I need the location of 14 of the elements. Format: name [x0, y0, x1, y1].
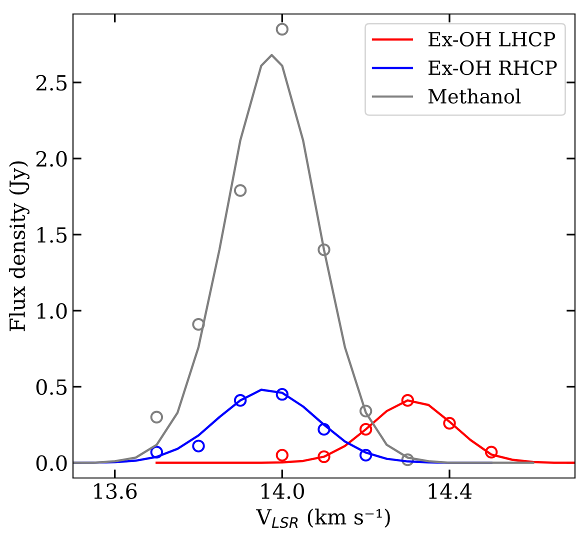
x-axis-title: V$_{LSR}$ (km s⁻¹)	[256, 508, 390, 528]
legend-label: Ex-OH LHCP	[428, 32, 556, 47]
y-tick-label: 0.0	[36, 455, 67, 471]
legend-label: Methanol	[428, 88, 521, 104]
x-tick-label: 14.4	[428, 483, 472, 499]
y-tick-label: 1.5	[38, 227, 67, 243]
y-axis-title: Flux density (Jy)	[8, 161, 30, 332]
y-tick-label: 0.5	[36, 379, 67, 395]
x-tick-label: 14.0	[262, 483, 304, 499]
x-tick-label: 13.6	[94, 483, 137, 499]
y-tick-label: 1.0	[38, 303, 67, 319]
y-tick-label: 2.0	[36, 150, 67, 167]
y-tick-label: 2.5	[36, 74, 67, 91]
legend-label: Ex-OH RHCP	[428, 60, 557, 76]
